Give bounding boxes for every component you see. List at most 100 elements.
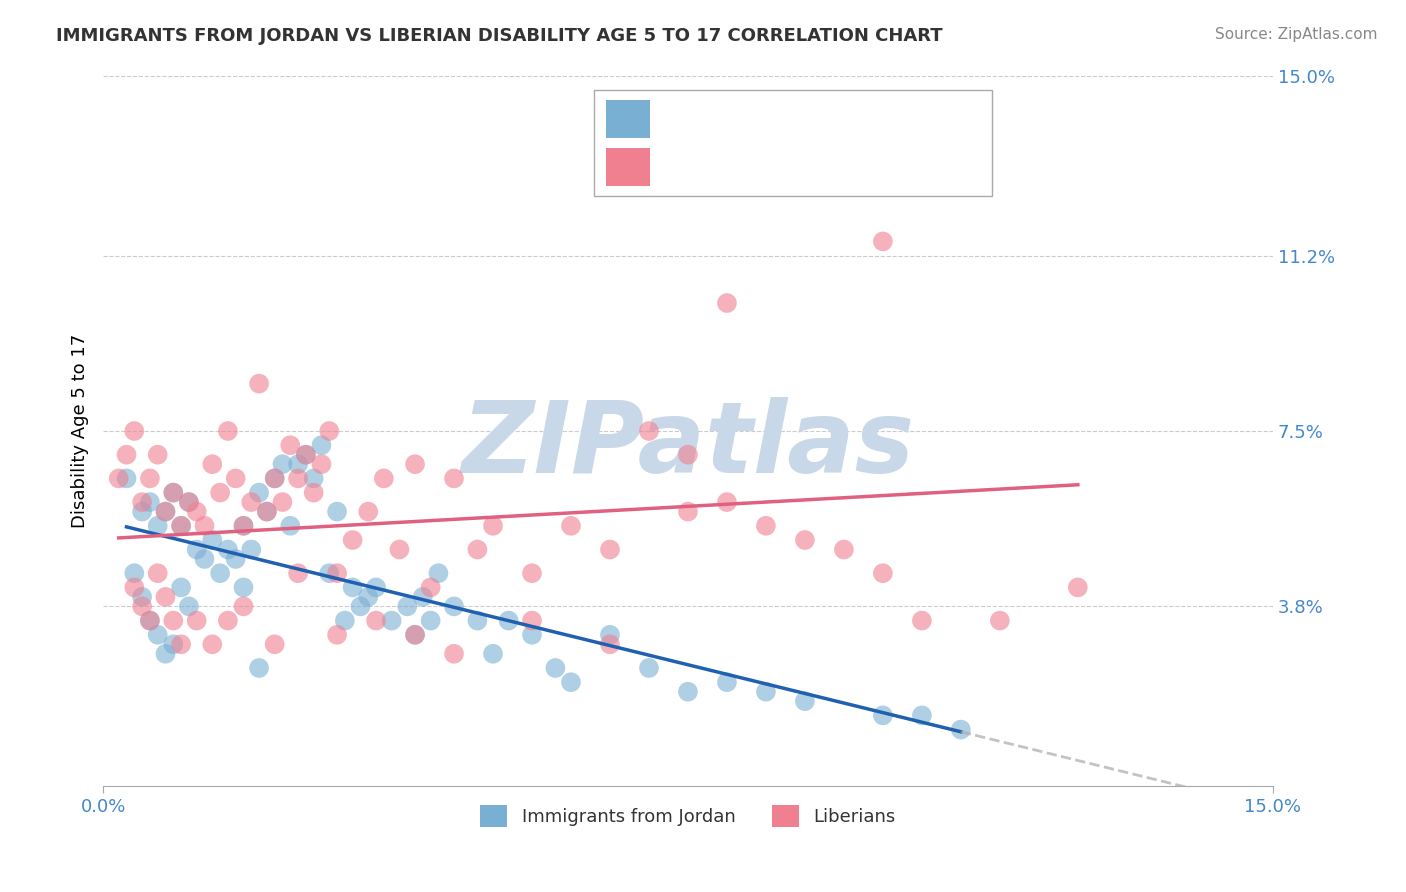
Point [443, 647, 465, 661]
Point [911, 614, 934, 628]
Point [333, 614, 356, 628]
Point [676, 684, 699, 698]
Point [302, 485, 325, 500]
Point [193, 552, 215, 566]
Point [217, 424, 239, 438]
Point [1067, 581, 1090, 595]
Point [419, 614, 441, 628]
Point [676, 505, 699, 519]
Point [467, 542, 489, 557]
Y-axis label: Disability Age 5 to 17: Disability Age 5 to 17 [72, 334, 89, 528]
Point [170, 637, 193, 651]
Point [793, 694, 815, 708]
Point [263, 471, 285, 485]
Point [482, 518, 505, 533]
Point [599, 628, 621, 642]
Point [232, 518, 254, 533]
Point [295, 448, 318, 462]
Point [443, 471, 465, 485]
Point [326, 505, 349, 519]
Point [419, 581, 441, 595]
Point [146, 628, 169, 642]
Point [124, 424, 146, 438]
Point [131, 599, 153, 614]
Point [302, 471, 325, 485]
Point [427, 566, 450, 581]
Point [716, 296, 738, 310]
Point [357, 590, 380, 604]
Text: IMMIGRANTS FROM JORDAN VS LIBERIAN DISABILITY AGE 5 TO 17 CORRELATION CHART: IMMIGRANTS FROM JORDAN VS LIBERIAN DISAB… [56, 27, 943, 45]
Point [186, 542, 208, 557]
Point [162, 614, 184, 628]
Point [520, 628, 543, 642]
Point [872, 566, 894, 581]
Point [146, 448, 169, 462]
Point [131, 495, 153, 509]
Point [107, 471, 129, 485]
Point [232, 581, 254, 595]
Point [240, 542, 263, 557]
Point [146, 566, 169, 581]
Point [560, 518, 582, 533]
Point [155, 590, 177, 604]
Point [988, 614, 1011, 628]
Point [443, 599, 465, 614]
Point [162, 637, 184, 651]
Point [404, 457, 426, 471]
Point [544, 661, 567, 675]
Point [139, 495, 162, 509]
Point [318, 424, 340, 438]
Point [872, 708, 894, 723]
Point [311, 457, 333, 471]
Point [247, 485, 270, 500]
Text: ZIPatlas: ZIPatlas [461, 397, 914, 493]
Point [256, 505, 278, 519]
Point [177, 599, 200, 614]
Point [520, 566, 543, 581]
Point [755, 518, 778, 533]
Point [124, 581, 146, 595]
Point [201, 533, 224, 547]
Text: Source: ZipAtlas.com: Source: ZipAtlas.com [1215, 27, 1378, 42]
Point [949, 139, 972, 153]
Point [676, 448, 699, 462]
Point [287, 471, 309, 485]
Point [131, 590, 153, 604]
Point [311, 438, 333, 452]
Point [349, 599, 371, 614]
Point [278, 518, 301, 533]
Point [139, 471, 162, 485]
Point [278, 438, 301, 452]
Point [146, 518, 169, 533]
Point [209, 566, 232, 581]
Point [793, 533, 815, 547]
Point [139, 614, 162, 628]
Point [295, 448, 318, 462]
Point [170, 518, 193, 533]
Point [716, 675, 738, 690]
Point [755, 684, 778, 698]
Point [364, 614, 387, 628]
Point [388, 542, 411, 557]
Point [520, 614, 543, 628]
Point [412, 590, 434, 604]
Point [263, 637, 285, 651]
Point [404, 628, 426, 642]
Point [217, 614, 239, 628]
Point [911, 708, 934, 723]
Point [170, 581, 193, 595]
Point [247, 661, 270, 675]
Point [318, 566, 340, 581]
Point [186, 505, 208, 519]
Point [949, 723, 972, 737]
Point [162, 485, 184, 500]
Point [396, 599, 419, 614]
Point [404, 628, 426, 642]
Point [498, 614, 520, 628]
Point [186, 614, 208, 628]
Point [467, 614, 489, 628]
Point [131, 505, 153, 519]
Point [287, 566, 309, 581]
Point [482, 647, 505, 661]
Point [217, 542, 239, 557]
